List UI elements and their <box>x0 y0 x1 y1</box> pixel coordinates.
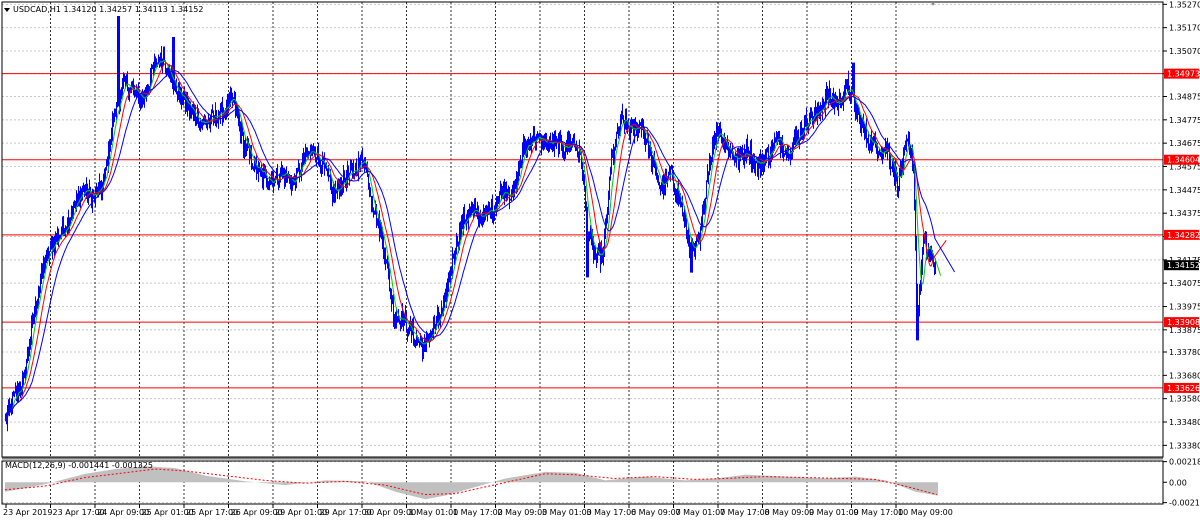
symbol-header: USDCAD,H1 1.34120 1.34257 1.34113 1.3415… <box>4 5 203 14</box>
price-tick-label: 1.34475 <box>1169 186 1200 195</box>
level-tag <box>1164 154 1199 165</box>
chart-frame <box>1 1 1164 505</box>
ma-slow-line <box>4 70 956 422</box>
symbol-header-text: USDCAD,H1 1.34120 1.34257 1.34113 1.3415… <box>13 5 203 14</box>
time-tick-label: 23 Apr 2019 <box>3 508 52 517</box>
time-tick-label: 9 May 01:00 <box>809 508 859 517</box>
time-tick-label: 1 May 17:00 <box>453 508 503 517</box>
macd-tick-label: 0.002181 <box>1169 458 1200 467</box>
macd-tick-label: -0.002154 <box>1169 499 1200 508</box>
time-tick-label: 6 May 09:00 <box>631 508 681 517</box>
level-tag-label: 1.33908 <box>1167 318 1200 327</box>
ma-fast-line <box>4 59 942 422</box>
time-tick-label: 8 May 09:00 <box>765 508 815 517</box>
time-tick-label: 25 Apr 01:00 <box>142 508 194 517</box>
time-tick-label: 29 Apr 17:00 <box>320 508 372 517</box>
shift-marker-icon <box>931 2 935 6</box>
horizontal-levels <box>2 73 1163 389</box>
price-tick-label: 1.35070 <box>1169 47 1200 56</box>
price-tick-label: 1.33875 <box>1169 326 1200 335</box>
price-tick-label: 1.34675 <box>1169 139 1200 148</box>
level-tag <box>1164 317 1199 328</box>
ma-mid-line <box>4 62 947 422</box>
time-tick-label: 1 May 01:00 <box>409 508 459 517</box>
candles <box>5 16 936 432</box>
macd-panel <box>2 456 1163 500</box>
time-tick-label: 26 Apr 09:00 <box>231 508 283 517</box>
price-tick-label: 1.33480 <box>1169 418 1200 427</box>
price-tick-label: 1.34775 <box>1169 116 1200 125</box>
price-tick-label: 1.35170 <box>1169 24 1200 33</box>
level-tag <box>1164 229 1199 240</box>
level-tag <box>1164 68 1199 79</box>
time-tick-label: 7 May 17:00 <box>720 508 770 517</box>
level-tag-label: 1.34973 <box>1167 70 1200 79</box>
time-tick-label: 30 Apr 09:00 <box>364 508 416 517</box>
price-tick-label: 1.34575 <box>1169 163 1200 172</box>
price-tick-label: 1.33780 <box>1169 348 1200 357</box>
price-tick-label: 1.35270 <box>1169 0 1200 9</box>
price-panel-border <box>1 1 1164 458</box>
time-tick-label: 7 May 01:00 <box>676 508 726 517</box>
level-tag-label: 1.33626 <box>1167 384 1200 393</box>
macd-panel-border <box>1 460 1164 505</box>
time-tick-label: 3 May 17:00 <box>587 508 637 517</box>
macd-header-text: MACD(12,26,9) -0.001441 -0.001325 <box>5 461 153 470</box>
time-tick-label: 10 May 09:00 <box>898 508 953 517</box>
time-tick-label: 23 Apr 17:00 <box>53 508 105 517</box>
time-tick-label: 2 May 09:00 <box>498 508 548 517</box>
time-tick-label: 9 May 17:00 <box>854 508 904 517</box>
time-tick-label: 3 May 01:00 <box>542 508 592 517</box>
level-tag-label: 1.34604 <box>1167 156 1200 165</box>
current-price-tag <box>1164 260 1199 271</box>
price-tick-label: 1.34875 <box>1169 93 1200 102</box>
time-tick-label: 29 Apr 01:00 <box>275 508 327 517</box>
price-axis: 1.35270 1.35170 1.35070 1.34973 1.34875 1.347… <box>1163 0 1200 508</box>
dropdown-triangle-icon[interactable] <box>4 8 10 12</box>
price-tick-label: 1.33580 <box>1169 395 1200 404</box>
price-tick-label: 1.33680 <box>1169 371 1200 380</box>
level-tag-label: 1.34282 <box>1167 231 1200 240</box>
price-tick-label: 1.34075 <box>1169 279 1200 288</box>
time-tick-label: 24 Apr 09:00 <box>97 508 149 517</box>
macd-signal-line <box>4 468 938 495</box>
moving-averages <box>4 59 956 422</box>
time-tick-label: 25 Apr 17:00 <box>186 508 238 517</box>
price-tick-label: 1.34375 <box>1169 209 1200 218</box>
price-tick-label: 1.33975 <box>1169 303 1200 312</box>
level-tag <box>1164 382 1199 393</box>
current-price-label: 1.34152 <box>1167 261 1200 270</box>
grid <box>2 2 1163 504</box>
price-tick-label: 1.33380 <box>1169 441 1200 450</box>
macd-tick-label: 0.00 <box>1169 478 1187 487</box>
